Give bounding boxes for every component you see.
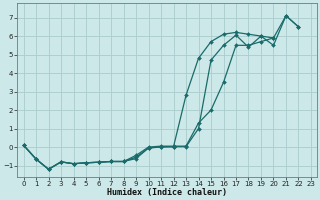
X-axis label: Humidex (Indice chaleur): Humidex (Indice chaleur) xyxy=(107,188,227,197)
